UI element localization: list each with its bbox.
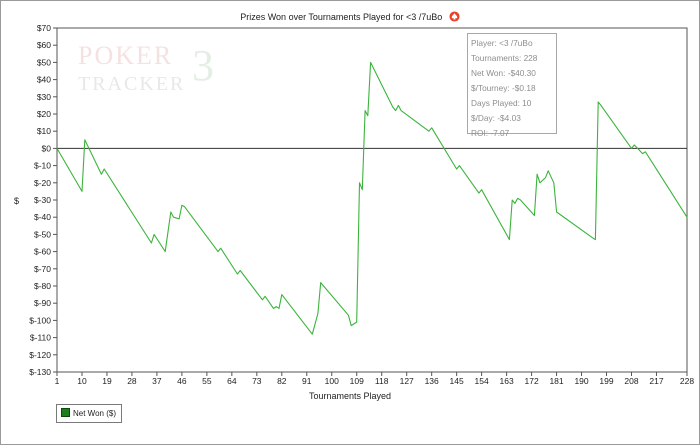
stat-net-won: Net Won: -$40.30 (471, 68, 536, 78)
stat-days-played: Days Played: 10 (471, 98, 532, 108)
x-tick-label: 118 (375, 376, 389, 386)
legend-swatch (61, 408, 70, 417)
y-tick-label: $-80 (34, 281, 51, 291)
y-tick-label: $20 (37, 109, 51, 119)
x-tick-label: 10 (77, 376, 87, 386)
x-tick-label: 55 (202, 376, 212, 386)
x-tick-label: 64 (227, 376, 237, 386)
x-tick-label: 217 (649, 376, 663, 386)
series-line-net-won (56, 61, 688, 335)
y-tick-label: $-60 (34, 247, 51, 257)
x-tick-label: 145 (450, 376, 464, 386)
x-tick-label: 91 (302, 376, 312, 386)
y-tick-label: $10 (37, 126, 51, 136)
x-tick-label: 136 (425, 376, 439, 386)
x-tick-label: 19 (102, 376, 112, 386)
x-tick-label: 37 (152, 376, 162, 386)
chart-title-text: Prizes Won over Tournaments Played for <… (240, 12, 443, 22)
x-tick-label: 228 (680, 376, 694, 386)
y-tick-label: $-110 (30, 333, 51, 343)
svg-text:POKER: POKER (78, 41, 173, 70)
x-tick-label: 154 (475, 376, 489, 386)
x-tick-label: 73 (252, 376, 262, 386)
x-tick-label: 109 (350, 376, 364, 386)
x-tick-label: 127 (400, 376, 414, 386)
stat-tournaments: Tournaments: 228 (471, 53, 538, 63)
svg-text:TRACKER: TRACKER (78, 73, 185, 95)
chart-title: Prizes Won over Tournaments Played for <… (0, 11, 700, 22)
spade-logo-icon (449, 11, 460, 22)
y-tick-label: $70 (37, 23, 51, 33)
y-tick-label: $-120 (29, 350, 51, 360)
x-tick-label: 199 (599, 376, 613, 386)
x-tick-label: 100 (325, 376, 339, 386)
y-tick-label: $60 (37, 40, 51, 50)
x-tick-label: 1 (55, 376, 60, 386)
chart-legend: Net Won ($) (56, 404, 122, 423)
stats-box: Player: <3 /7uBo Tournaments: 228 Net Wo… (467, 33, 557, 138)
y-axis-label: $ (14, 196, 20, 206)
x-tick-label: 190 (574, 376, 588, 386)
y-tick-label: $0 (42, 143, 52, 153)
y-tick-label: $-70 (34, 264, 51, 274)
stat-per-day: $/Day: -$4.03 (471, 113, 521, 123)
y-tick-label: $30 (37, 92, 51, 102)
stat-per-tourney: $/Tourney: -$0.18 (471, 83, 536, 93)
svg-text:3: 3 (192, 41, 214, 90)
x-tick-label: 172 (524, 376, 538, 386)
y-tick-label: $-50 (34, 229, 51, 239)
y-tick-label: $-100 (29, 315, 51, 325)
pokertracker-logo: POKER TRACKER 3 (78, 41, 214, 95)
y-tick-label: $-30 (34, 195, 51, 205)
y-tick-label: $-130 (29, 367, 51, 377)
x-axis-label: Tournaments Played (308, 391, 392, 401)
x-tick-label: 82 (277, 376, 287, 386)
x-tick-label: 181 (549, 376, 563, 386)
y-tick-label: $-20 (34, 178, 51, 188)
x-tick-label: 208 (624, 376, 638, 386)
x-tick-label: 28 (127, 376, 137, 386)
y-tick-label: $40 (37, 75, 51, 85)
y-tick-label: $-90 (34, 298, 51, 308)
legend-label: Net Won ($) (73, 409, 116, 418)
y-tick-label: $-40 (34, 212, 51, 222)
stat-roi: ROI: -7.07 (471, 128, 510, 138)
y-tick-label: $50 (37, 57, 51, 67)
y-tick-label: $-10 (34, 161, 51, 171)
stat-player: Player: <3 /7uBo (471, 38, 533, 48)
x-tick-label: 46 (177, 376, 187, 386)
x-tick-label: 163 (500, 376, 514, 386)
plot-area-border (56, 27, 688, 373)
